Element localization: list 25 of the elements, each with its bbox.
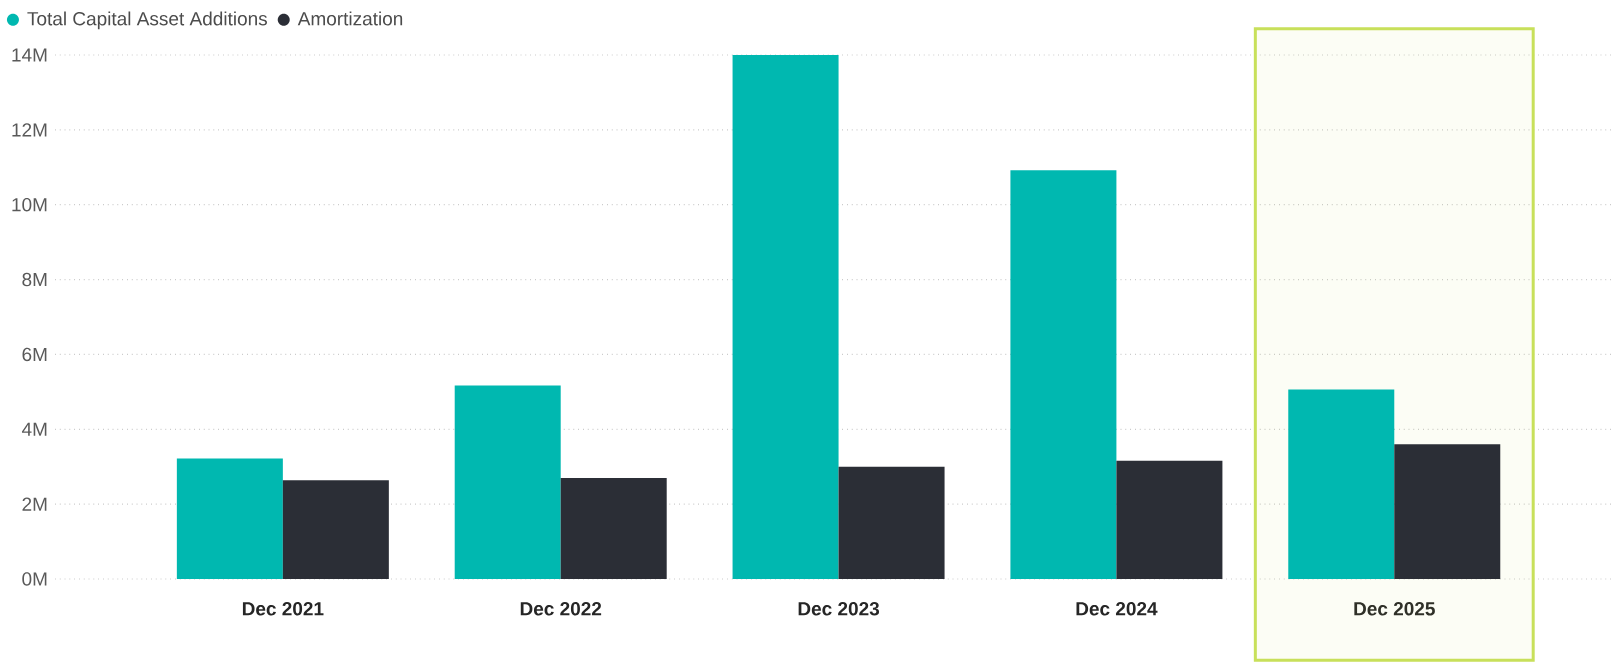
x-tick-label: Dec 2021: [242, 602, 324, 616]
bar: [176, 458, 283, 579]
legend-label: Amortization: [297, 11, 403, 26]
bar: [560, 477, 667, 579]
bar: [1116, 460, 1223, 579]
x-tick-label: Dec 2024: [1076, 602, 1158, 616]
bar: [732, 54, 839, 579]
x-tick-label: Dec 2023: [798, 602, 880, 616]
x-tick-label: Dec 2022: [520, 602, 602, 616]
bar: [1010, 170, 1117, 579]
bar: [282, 480, 389, 579]
y-tick-label: 4M: [21, 422, 47, 436]
x-tick-label: Dec 2025: [1354, 602, 1435, 616]
bar: [454, 385, 561, 579]
y-tick-label: 6M: [22, 347, 47, 362]
y-tick-label: 8M: [22, 272, 47, 287]
y-tick-label: 14M: [12, 48, 47, 62]
bar: [838, 466, 945, 579]
y-tick-label: 12M: [12, 123, 47, 137]
bar: [1394, 444, 1501, 579]
y-tick-label: 0M: [22, 572, 47, 586]
bar: [1288, 389, 1395, 579]
y-tick-label: 2M: [22, 497, 47, 511]
legend-label: Total Capital Asset Additions: [27, 11, 267, 30]
y-tick-label: 10M: [12, 197, 47, 212]
